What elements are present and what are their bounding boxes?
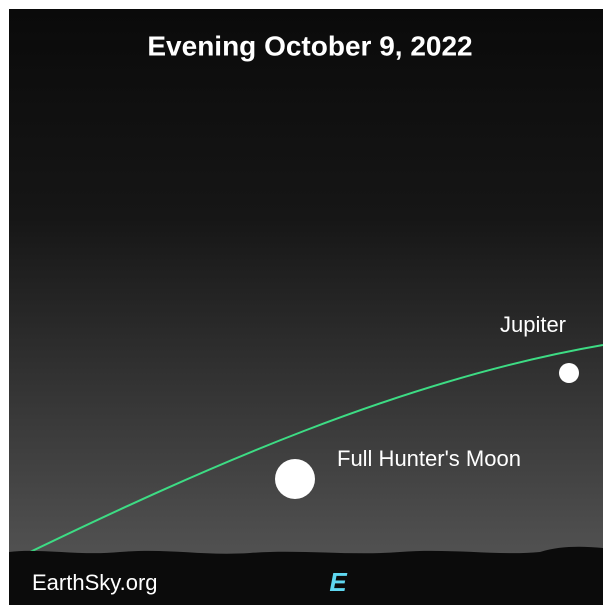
sky-chart: Evening October 9, 2022 Jupiter Full Hun… <box>0 0 603 605</box>
sky <box>9 9 603 605</box>
title: Evening October 9, 2022 <box>147 30 472 61</box>
direction-label: E <box>329 567 347 597</box>
jupiter-label: Jupiter <box>500 312 566 337</box>
moon <box>275 459 315 499</box>
credit: EarthSky.org <box>32 570 158 595</box>
moon-label: Full Hunter's Moon <box>337 446 521 471</box>
jupiter <box>559 363 579 383</box>
